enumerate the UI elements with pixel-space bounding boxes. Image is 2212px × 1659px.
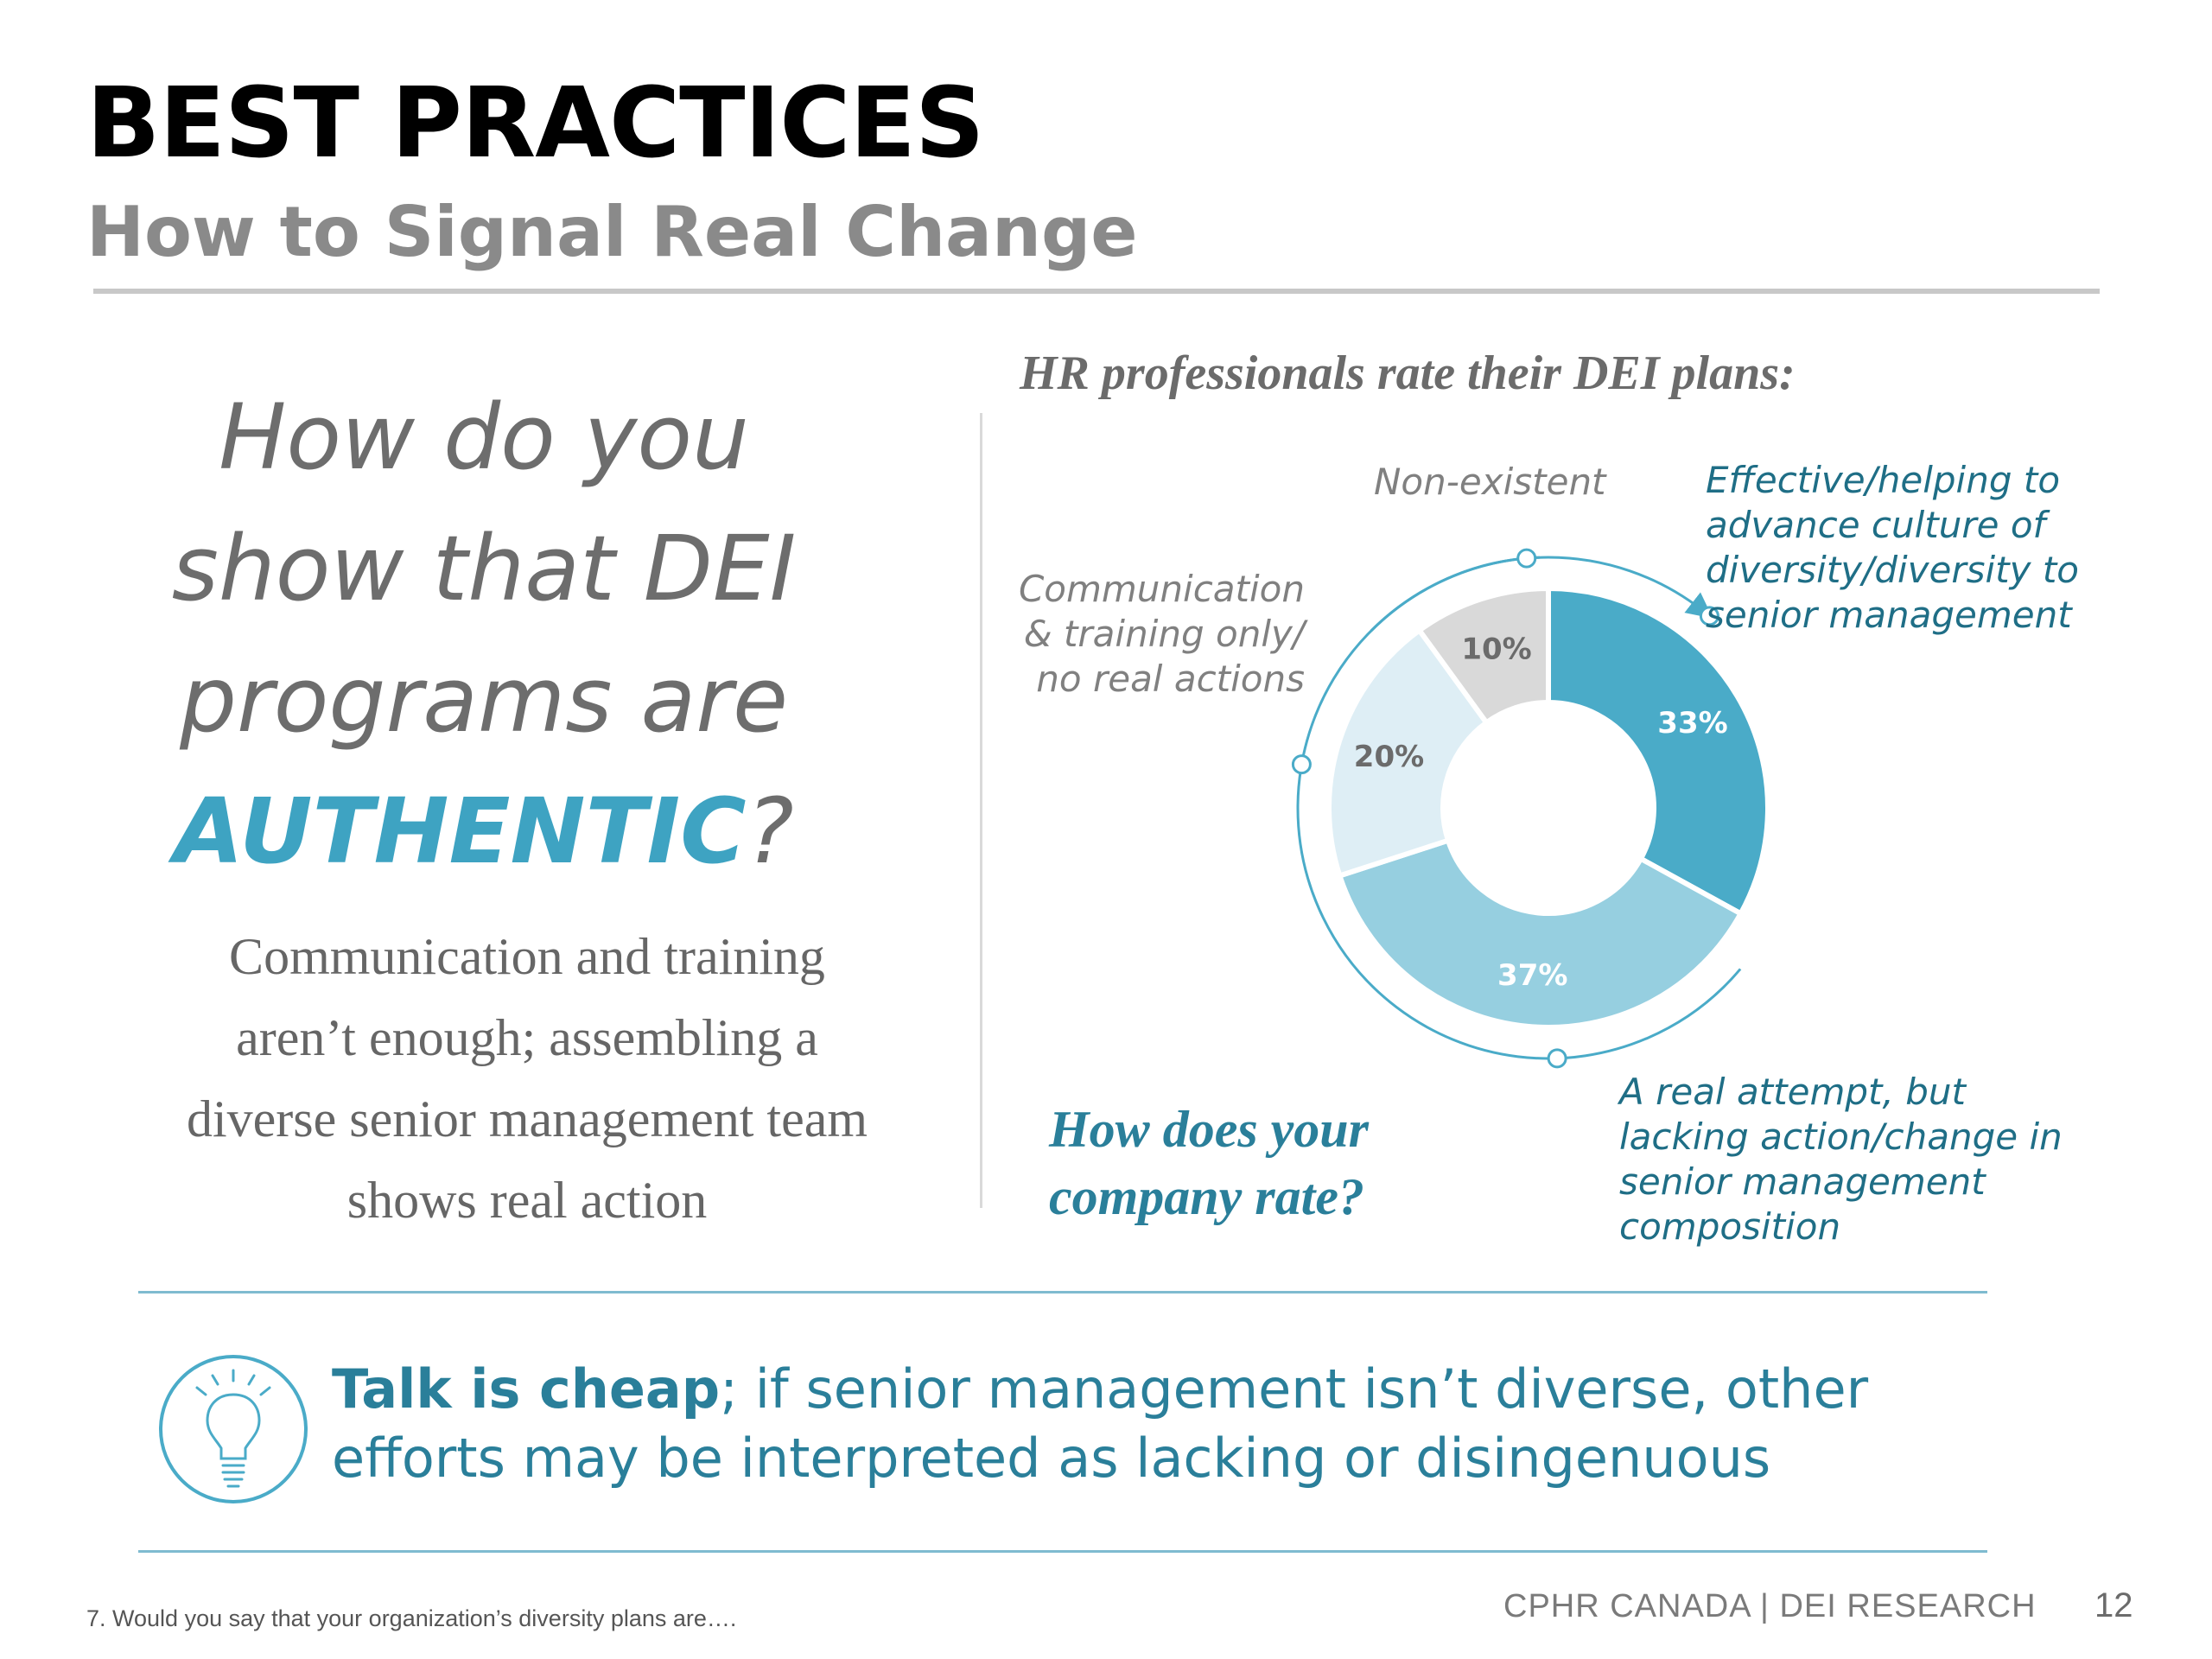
outer-arc-ring <box>1291 548 1742 1069</box>
vertical-divider <box>980 413 982 1208</box>
footer-brand: CPHR CANADA | DEI RESEARCH <box>1503 1588 2037 1624</box>
title-divider <box>93 289 2100 294</box>
donut-slice-1 <box>1546 585 1770 918</box>
slice-value-label-3: 20% <box>1354 740 1424 774</box>
call-to-action-question: How does your company rate? <box>1049 1101 1370 1225</box>
label-real-attempt: A real attempt, but lacking action/chang… <box>1619 1071 2063 1248</box>
slice-value-label-2: 37% <box>1497 958 1567 993</box>
slide-subtitle: How to Signal Real Change <box>86 192 1138 272</box>
question-line-3: programs are <box>180 647 788 753</box>
slice-value-labels: 33% 37% 20% 10% <box>1354 632 1728 993</box>
chart-title: HR professionals rate their DEI plans: <box>1020 346 1796 400</box>
donut-slices <box>1326 585 1770 1030</box>
ring-marker-4 <box>1699 606 1719 626</box>
label-nonexistent: Non-existent <box>1374 461 1606 503</box>
explanation-text: Communication and training aren’t enough… <box>186 928 868 1229</box>
survey-footnote: 7. Would you say that your organization’… <box>86 1605 737 1631</box>
donut-slice-3 <box>1326 626 1491 880</box>
authentic-highlight: AUTHENTIC <box>174 779 747 884</box>
page-number: 12 <box>2094 1586 2133 1624</box>
takeaway-top-rule <box>138 1291 1987 1294</box>
question-mark: ? <box>746 779 794 884</box>
ring-arc <box>1296 556 1742 1060</box>
question-line-1: How do you <box>219 385 749 490</box>
slice-value-label-1: 33% <box>1657 706 1727 741</box>
donut-slice-4 <box>1415 585 1551 727</box>
label-effective: Effective/helping to advance culture of … <box>1706 459 2079 636</box>
slide-title: BEST PRACTICES <box>86 67 985 180</box>
lightbulb-icon <box>159 1355 308 1503</box>
ring-marker-3 <box>1547 1048 1567 1069</box>
ring-arc <box>1548 556 1713 619</box>
donut-slice-2 <box>1336 836 1745 1030</box>
takeaway-rest: ; if senior management isn’t diverse, ot… <box>332 1357 1869 1490</box>
question-line-4: AUTHENTIC? <box>104 766 864 897</box>
question-line-2: show that DEI <box>171 516 797 621</box>
takeaway-message: Talk is cheap; if senior management isn’… <box>332 1355 2025 1493</box>
ring-marker-1 <box>1516 548 1537 569</box>
label-communication-training: Communication & training only/ no real a… <box>1018 568 1305 700</box>
slice-value-label-4: 10% <box>1461 632 1531 666</box>
headline-question: How do you show that DEI programs are AU… <box>104 372 864 897</box>
ring-marker-2 <box>1291 754 1312 775</box>
takeaway-strong: Talk is cheap <box>332 1357 721 1421</box>
takeaway-bottom-rule <box>138 1550 1987 1553</box>
